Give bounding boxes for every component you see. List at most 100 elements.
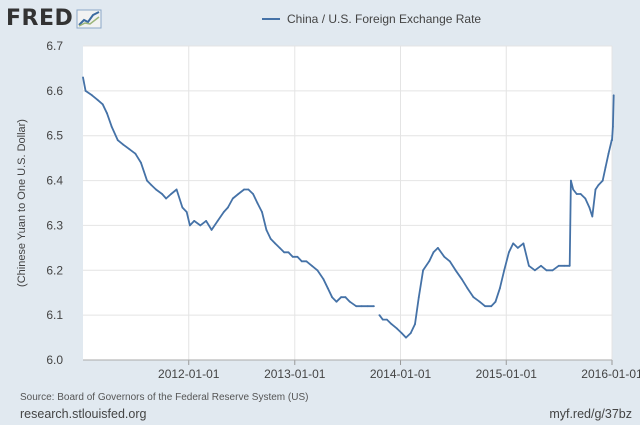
x-tick-label: 2012-01-01 [158,367,220,381]
data-point [199,224,202,227]
data-point [291,255,294,258]
data-point [579,193,582,195]
data-point [448,260,451,263]
data-point [170,193,173,195]
data-point [340,296,342,299]
data-point [146,179,148,182]
data-point [508,251,510,254]
data-point [534,269,536,272]
data-point [454,269,457,272]
data-point [528,264,530,267]
y-tick-label: 6.2 [46,263,63,277]
data-point [607,152,610,155]
data-point [545,269,548,272]
data-point [400,332,403,334]
data-point [256,202,259,204]
data-point [512,242,515,245]
data-point [269,238,272,240]
data-point [348,300,351,303]
data-point [409,332,412,334]
data-point [185,211,188,213]
fred-logo[interactable]: FRED [6,6,102,31]
data-point [189,224,191,227]
y-tick-label: 6.1 [46,308,63,322]
data-point [150,184,153,187]
data-point [499,287,501,290]
data-point [210,229,213,231]
data-point [373,305,375,308]
y-tick-label: 6.5 [46,129,63,143]
data-point [247,188,250,191]
data-point [588,206,591,209]
data-point [378,314,381,316]
data-point [437,247,439,249]
y-tick-label: 6.7 [46,39,63,53]
line-chart-icon [76,9,102,28]
data-point [165,197,168,200]
data-point [484,305,486,308]
data-point [261,211,263,213]
data-point [390,323,393,325]
data-point [594,188,597,191]
data-point [557,264,560,267]
data-point [611,139,613,142]
data-point [570,179,572,182]
data-point [106,112,108,115]
data-point [461,278,463,281]
data-point [591,215,594,218]
data-point [216,220,219,222]
data-point [128,148,131,151]
data-point [490,305,493,308]
data-point [396,327,398,330]
data-point [612,94,615,97]
data-point [355,305,358,308]
data-point [344,296,347,299]
data-point [551,269,554,272]
data-point [305,260,308,263]
y-tick-label: 6.4 [46,174,63,188]
data-point [572,188,575,191]
plot-area [83,46,612,360]
data-point [134,152,137,155]
data-point [443,255,446,258]
data-point [422,269,424,272]
data-point [405,336,407,339]
series-line [378,95,615,339]
data-point [181,206,184,209]
data-point [568,264,571,267]
data-point [366,305,369,308]
data-point [516,247,519,249]
data-point [274,242,276,245]
y-tick-label: 6.6 [46,84,63,98]
data-point [155,188,157,191]
data-point [381,318,384,321]
data-point [175,188,178,191]
data-point [110,125,113,128]
data-point [84,90,87,92]
fred-logo-text: FRED [6,6,74,31]
data-point [193,220,196,222]
data-point [116,139,119,142]
research-link[interactable]: research.stlouisfed.org [20,407,147,421]
legend-label: China / U.S. Foreign Exchange Rate [287,12,481,26]
data-point [222,211,225,213]
data-point [428,260,431,263]
data-point [331,296,333,299]
x-tick-label: 2014-01-01 [370,367,432,381]
x-tick-label: 2015-01-01 [476,367,538,381]
data-point [472,296,475,299]
data-point [612,125,614,128]
x-tick-label: 2016-01-01 [581,367,640,381]
data-point [231,197,234,200]
short-url-link[interactable]: myf.red/g/37bz [549,407,632,421]
data-point [494,300,497,303]
data-point [360,305,363,308]
data-point [122,143,125,146]
data-point [478,300,481,303]
data-point [604,166,607,169]
data-point [601,179,604,182]
data-point [522,242,525,245]
data-point [91,94,93,97]
y-axis-label: (Chinese Yuan to One U.S. Dollar) [16,119,28,287]
data-point [575,193,578,195]
